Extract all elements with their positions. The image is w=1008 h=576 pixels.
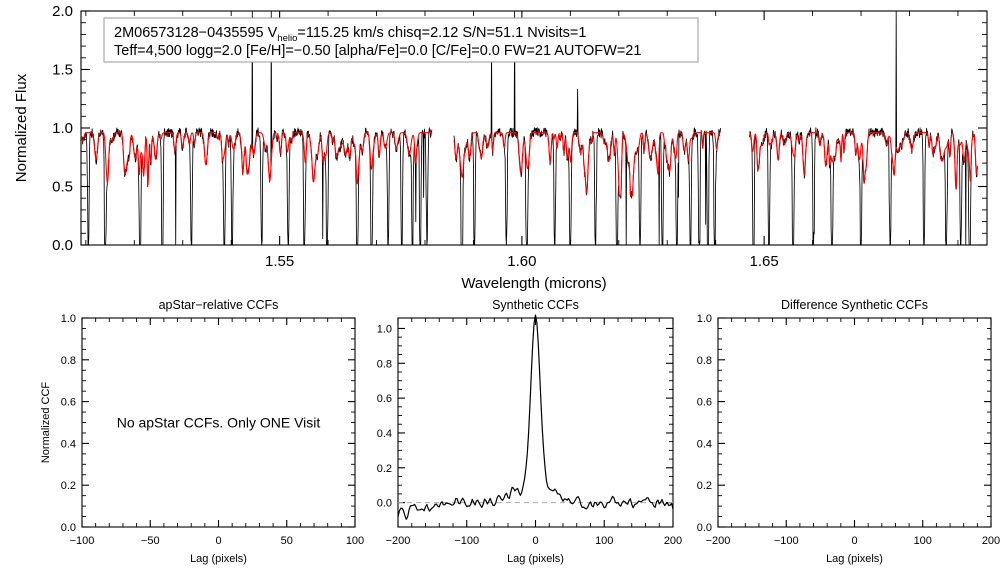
ccf-x-tick-label: 0 xyxy=(215,535,221,547)
ccf-y-tick-label: 0.4 xyxy=(377,428,392,440)
ccf-y-tick-label: 0.2 xyxy=(61,480,76,492)
ccf-y-tick-label: 1.0 xyxy=(377,323,392,335)
ccf-x-tick-label: 100 xyxy=(346,535,364,547)
ccf-x-tick-label: −100 xyxy=(70,535,95,547)
ccf-y-tick-label: 1.0 xyxy=(61,313,76,325)
ccf-x-tick-label: 200 xyxy=(664,535,682,547)
legend-line1-part1: 2M06573128−0435595 V xyxy=(114,25,278,41)
ccf-xlabel-synthetic-ccfs: Lag (pixels) xyxy=(507,553,564,565)
ccf-ylabel-apstar-relative-ccfs: Normalized CCF xyxy=(40,382,52,464)
legend-line-2: Teff=4,500 logg=2.0 [Fe/H]=−0.50 [alpha/… xyxy=(114,43,641,59)
spectrum-xlabel: Wavelength (microns) xyxy=(461,275,606,292)
ccf-y-tick-label: 0.4 xyxy=(61,438,76,450)
parameter-legend-box xyxy=(103,17,699,63)
ccf-y-tick-label: 0.8 xyxy=(377,358,392,370)
ccf-x-tick-label: 50 xyxy=(281,535,293,547)
ccf-y-tick-label: 0.8 xyxy=(61,355,76,367)
ccf-frame xyxy=(717,317,992,528)
ccf-x-tick-label: −200 xyxy=(386,535,411,547)
ccf-title-difference-synthetic-ccfs: Difference Synthetic CCFs xyxy=(781,298,928,312)
ccf-y-tick-label: 0.8 xyxy=(697,355,712,367)
ccf-curve-synthetic-ccfs xyxy=(397,314,674,520)
x-tick-label: 1.65 xyxy=(750,253,779,270)
synthetic-spectrum-chip-a xyxy=(749,132,978,190)
legend-line1-subscript: helio xyxy=(277,33,297,44)
ccf-x-tick-label: 0 xyxy=(851,535,857,547)
y-tick-label: 1.0 xyxy=(52,120,73,137)
ccf-y-tick-label: 0.0 xyxy=(377,498,392,510)
y-tick-label: 2.0 xyxy=(52,3,73,20)
legend-line1-part3: =115.25 km/s chisq=2.12 S/N=51.1 Nvisits… xyxy=(297,25,586,41)
ccf-x-tick-label: 0 xyxy=(532,535,538,547)
ccf-message-apstar-relative-ccfs: No apStar CCFs. Only ONE Visit xyxy=(117,415,321,431)
ccf-title-apstar-relative-ccfs: apStar−relative CCFs xyxy=(159,298,279,312)
synthetic-spectrum-chip-b xyxy=(453,132,721,197)
observed-spectrum-chip-a xyxy=(749,10,978,246)
y-tick-label: 1.5 xyxy=(52,62,73,79)
ccf-xlabel-apstar-relative-ccfs: Lag (pixels) xyxy=(190,553,247,565)
ccf-x-tick-label: 200 xyxy=(982,535,1000,547)
ccf-panel-apstar-relative-ccfs: apStar−relative CCFs 0.0 0.2 0.4 0.6 0.8 1.0 −1… xyxy=(40,298,364,565)
ccf-x-tick-label: −50 xyxy=(141,535,160,547)
ccf-xlabel-difference-synthetic-ccfs: Lag (pixels) xyxy=(826,553,883,565)
ccf-y-tick-label: 1.0 xyxy=(697,313,712,325)
ccf-y-tick-label: 0.0 xyxy=(61,522,76,534)
ccf-panel-difference-synthetic-ccfs: Difference Synthetic CCFs 0.0 0.2 0.4 0.6 0.8… xyxy=(697,298,1000,565)
x-tick-label: 1.55 xyxy=(265,253,294,270)
ccf-x-tick-label: −100 xyxy=(774,535,799,547)
ccf-y-tick-label: 0.2 xyxy=(697,480,712,492)
ccf-x-tick-label: 100 xyxy=(914,535,932,547)
ccf-y-tick-label: 0.2 xyxy=(377,463,392,475)
ccf-panel-synthetic-ccfs: Synthetic CCFs 0.0 0.2 0.4 0.6 0.8 1.0 −200 −100… xyxy=(377,298,682,565)
y-tick-label: 0.0 xyxy=(52,237,73,254)
ccf-frame xyxy=(397,317,674,528)
ccf-y-tick-label: 0.6 xyxy=(61,397,76,409)
y-tick-label: 0.5 xyxy=(52,179,73,196)
synthetic-spectrum-chip-c xyxy=(80,132,433,185)
ccf-x-tick-label: −100 xyxy=(454,535,479,547)
spectrum-ylabel: Normalized Flux xyxy=(13,73,30,182)
ccf-title-synthetic-ccfs: Synthetic CCFs xyxy=(492,298,579,312)
spectrum-panel: 0.0 0.5 1.0 1.5 2.0 1.55 1.60 1.65 Wavelength (m… xyxy=(13,3,988,292)
ccf-y-tick-label: 0.4 xyxy=(697,438,712,450)
ccf-x-tick-label: 100 xyxy=(595,535,613,547)
ccf-y-tick-label: 0.6 xyxy=(697,397,712,409)
x-tick-label: 1.60 xyxy=(507,253,536,270)
ccf-y-tick-label: 0.6 xyxy=(377,393,392,405)
ccf-y-tick-label: 0.0 xyxy=(697,522,712,534)
ccf-x-tick-label: −200 xyxy=(706,535,731,547)
